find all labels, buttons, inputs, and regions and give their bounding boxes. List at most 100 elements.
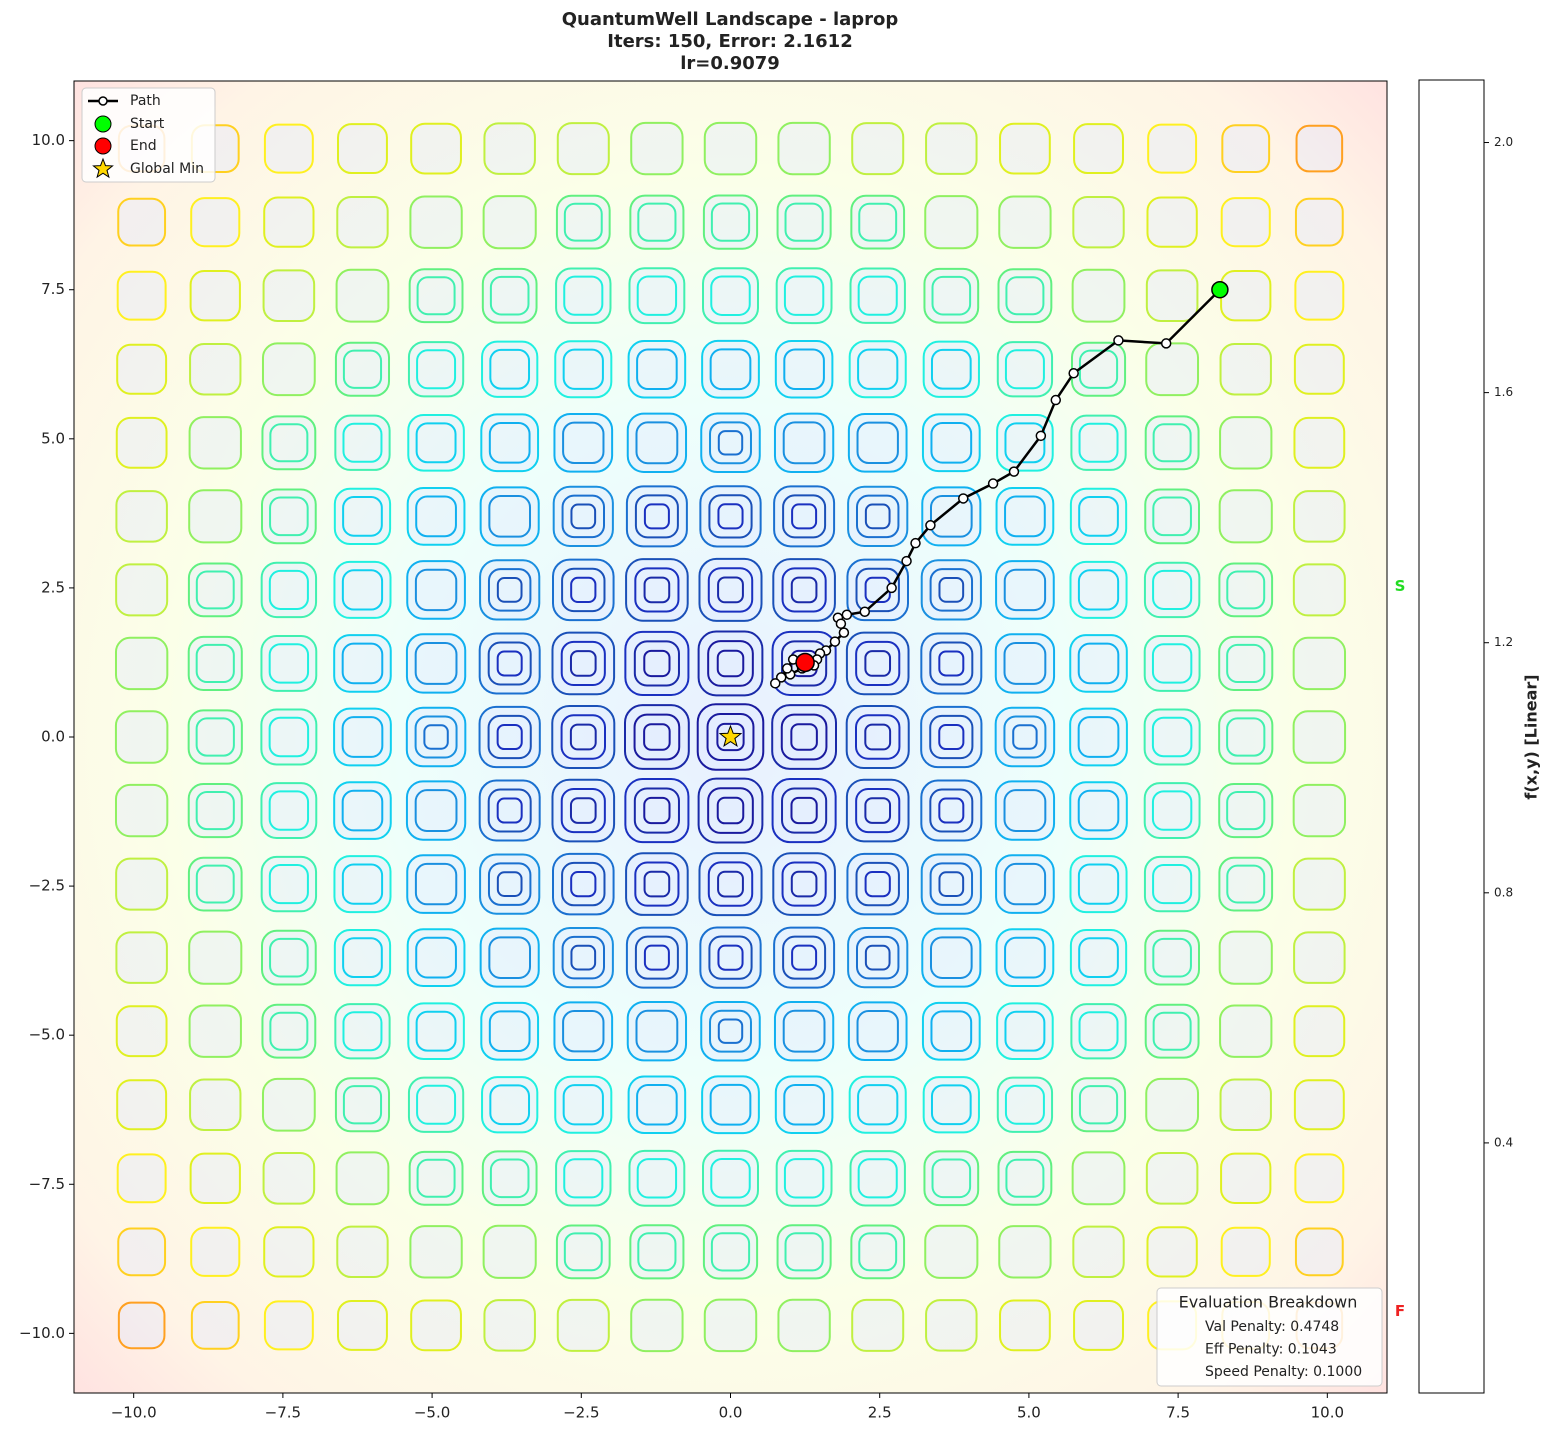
colorbar-label: f(x,y) [Linear]: [1522, 674, 1541, 799]
contour-line: [1070, 1003, 1127, 1060]
contour-line: [335, 1151, 390, 1206]
contour-line: [487, 714, 532, 760]
contour-line: [414, 642, 458, 685]
contour-line: [716, 796, 745, 825]
plot-frame: [73, 80, 1388, 1394]
contour-line: [416, 276, 456, 316]
contour-line: [481, 1076, 539, 1134]
contour-line: [1070, 1077, 1127, 1133]
contour-line: [416, 1084, 457, 1125]
contour-line: [710, 202, 751, 242]
contour-line: [855, 861, 900, 907]
contour-line: [1146, 196, 1198, 248]
y-tick-label: 10.0: [32, 131, 65, 149]
contour-line: [1220, 1152, 1272, 1204]
contour-line: [556, 1298, 610, 1352]
path-point: [1113, 335, 1124, 346]
contour-line: [1151, 790, 1193, 831]
contour-line: [710, 275, 751, 316]
contour-line: [334, 341, 391, 397]
contour-line: [268, 716, 310, 758]
contour-line: [643, 723, 671, 751]
contour-line: [930, 348, 972, 390]
legend-swatch: [98, 96, 108, 106]
contour-line: [555, 1150, 612, 1207]
contour-line: [478, 705, 541, 769]
path-point: [835, 618, 847, 629]
contour-line: [643, 944, 670, 971]
contour-line: [268, 643, 310, 684]
contour-line: [115, 416, 168, 469]
contour-line: [190, 1300, 240, 1350]
contour-line: [856, 1010, 899, 1053]
contour-line: [1003, 862, 1047, 906]
contour-line: [1220, 197, 1271, 248]
contour-line: [569, 797, 597, 824]
contour-line: [1071, 1151, 1126, 1206]
contour-line: [920, 632, 983, 695]
end-marker: [795, 652, 815, 673]
contour-line: [1069, 781, 1128, 840]
contour-line: [717, 503, 744, 530]
contour-line: [114, 636, 169, 691]
contour-line: [405, 633, 467, 694]
contours: [114, 121, 1347, 1353]
path-point: [859, 606, 871, 618]
contour-line: [1069, 855, 1128, 914]
contour-line: [261, 1077, 316, 1132]
contour-line: [555, 267, 612, 324]
y-tick-label: 7.5: [41, 280, 65, 298]
contour-line: [408, 268, 464, 324]
breakdown-title: Evaluation Breakdown: [1179, 1293, 1358, 1312]
contour-line: [482, 1224, 537, 1279]
contour-line: [337, 1299, 388, 1351]
breakdown-line: Val Penalty: 0.4748: [1205, 1319, 1339, 1335]
contour-line: [710, 1158, 751, 1199]
contour-line: [625, 852, 689, 916]
contour-line: [570, 870, 597, 898]
contour-line: [1145, 1077, 1200, 1132]
path-point: [987, 478, 999, 489]
contour-line: [268, 790, 310, 831]
contour-line: [405, 780, 467, 841]
contour-line: [416, 349, 457, 390]
contour-line: [117, 197, 167, 247]
contour-line: [496, 650, 523, 677]
contour-line: [553, 412, 614, 473]
contour-line: [920, 853, 982, 915]
contour-line: [1218, 562, 1274, 618]
contour-line: [626, 1001, 688, 1062]
contour-line: [1003, 642, 1047, 685]
contour-line: [923, 267, 980, 324]
contour-line: [702, 267, 759, 325]
contour-line: [698, 557, 763, 622]
contour-line: [487, 788, 532, 833]
legend-swatch: [94, 137, 112, 155]
contour-line: [633, 640, 680, 687]
contour-line: [487, 862, 532, 906]
contour-line: [1147, 123, 1198, 174]
contour-line: [187, 856, 243, 912]
contour-line: [783, 348, 825, 391]
colorbar-marker-label: S: [1395, 577, 1406, 595]
contour-line: [333, 781, 392, 840]
contour-line: [920, 559, 982, 621]
contour-line: [333, 487, 392, 545]
contour-line: [190, 1226, 241, 1277]
contour-line: [333, 634, 392, 693]
contour-line: [552, 485, 614, 547]
contour-line: [845, 631, 910, 696]
contour-line: [1077, 569, 1120, 611]
contour-line: [846, 852, 909, 916]
contour-line: [925, 1299, 978, 1352]
contour-line: [857, 348, 899, 390]
contour-line: [643, 796, 671, 825]
contour-line: [414, 715, 458, 759]
x-tick-label: 7.5: [1166, 1404, 1190, 1422]
contour-line: [1078, 937, 1119, 978]
contour-line: [261, 1003, 317, 1059]
contour-line: [1152, 496, 1192, 537]
contour-line: [342, 1011, 383, 1052]
contour-line: [855, 787, 901, 834]
contour-line: [341, 863, 384, 905]
